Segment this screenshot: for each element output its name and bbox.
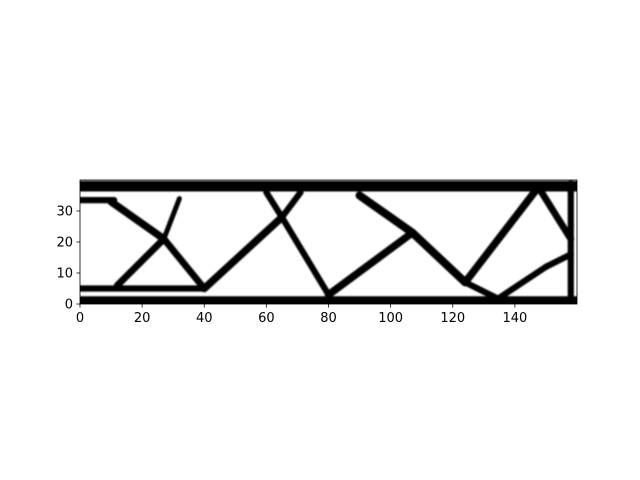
density-member-20 bbox=[542, 251, 574, 270]
y-axis: 0 10 20 30 bbox=[56, 205, 80, 313]
x-tick-label: 80 bbox=[320, 311, 337, 326]
density-member-13 bbox=[324, 228, 417, 299]
density-member-9 bbox=[200, 213, 286, 293]
y-tick-label: 30 bbox=[56, 205, 73, 220]
x-tick-label: 0 bbox=[76, 311, 84, 326]
density-member-14 bbox=[355, 191, 417, 237]
x-tick-label: 140 bbox=[502, 311, 527, 326]
density-member-15 bbox=[408, 228, 470, 287]
x-tick-label: 120 bbox=[440, 311, 465, 326]
density-member-19 bbox=[496, 263, 550, 301]
density-member-7 bbox=[161, 196, 182, 242]
density-member-12 bbox=[278, 214, 332, 298]
density-member-11 bbox=[278, 189, 304, 221]
x-axis: 0 20 40 60 80 100 120 140 bbox=[76, 304, 527, 326]
density-member-18 bbox=[536, 185, 575, 243]
density-member-8 bbox=[160, 235, 208, 292]
x-tick-label: 40 bbox=[196, 311, 213, 326]
y-tick-label: 0 bbox=[65, 298, 73, 313]
density-member-16 bbox=[461, 185, 541, 287]
x-tick-label: 60 bbox=[258, 311, 275, 326]
y-tick-label: 20 bbox=[56, 236, 73, 251]
density-member-6 bbox=[113, 235, 168, 289]
density-member-10 bbox=[263, 189, 286, 221]
density-member-17 bbox=[462, 279, 500, 301]
x-tick-label: 100 bbox=[378, 311, 403, 326]
y-tick-label: 10 bbox=[56, 267, 73, 282]
x-tick-label: 20 bbox=[134, 311, 151, 326]
heatmap-image bbox=[80, 180, 577, 304]
density-member-5 bbox=[107, 197, 168, 243]
